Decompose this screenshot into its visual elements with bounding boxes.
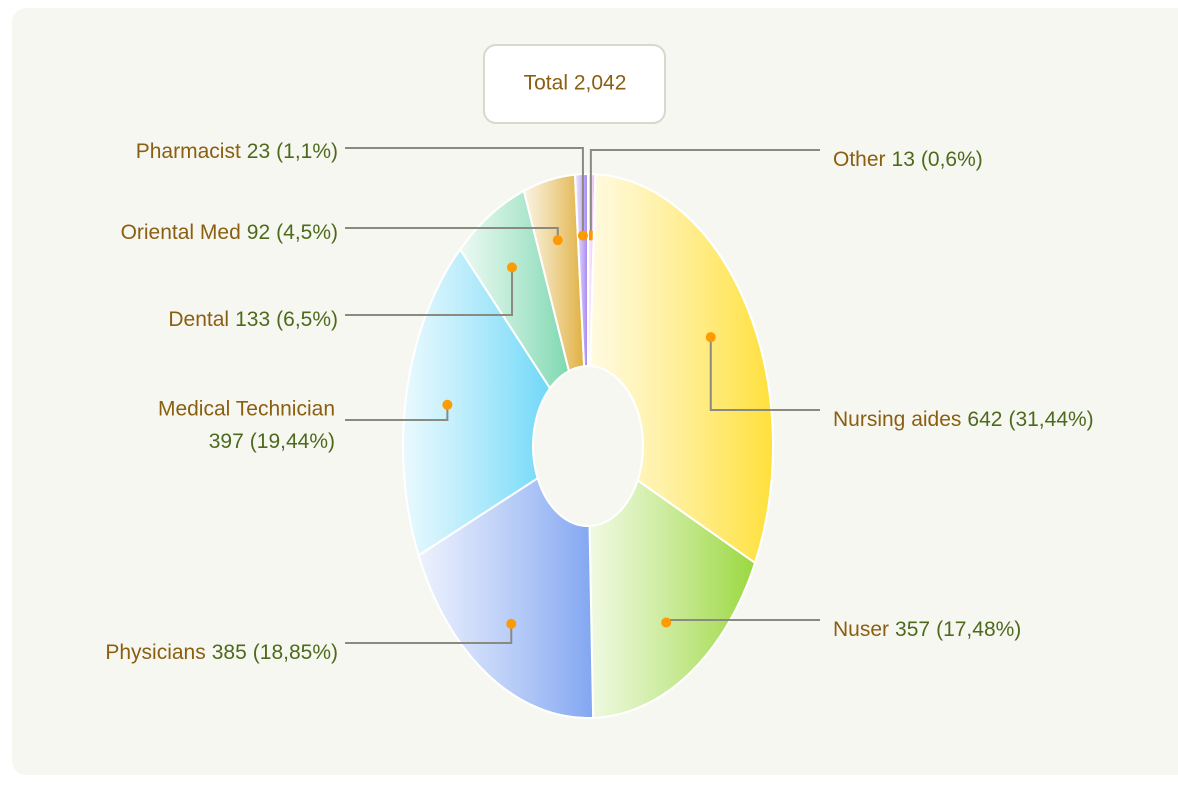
- value: 357: [895, 618, 930, 641]
- data-label: Pharmacist 23 (1,1%): [136, 140, 338, 163]
- category: Oriental Med: [121, 221, 241, 244]
- data-label: Other 13 (0,6%): [833, 148, 983, 171]
- category: Pharmacist: [136, 140, 241, 163]
- dot: [705, 332, 716, 343]
- data-label: 397 (19,44%): [209, 430, 335, 453]
- category: Other: [833, 148, 886, 171]
- percent: (19,44%): [250, 430, 335, 453]
- category: Dental: [168, 308, 229, 331]
- data-label: Nursing aides 642 (31,44%): [833, 408, 1094, 431]
- slice: [588, 478, 757, 719]
- value: 397: [209, 430, 244, 453]
- category: Physicians: [105, 641, 205, 664]
- total-box: [483, 44, 666, 124]
- leader-line: [345, 404, 449, 421]
- leader-line: [345, 147, 584, 236]
- percent: (17,48%): [936, 618, 1021, 641]
- slice: [417, 476, 595, 719]
- slice: [589, 173, 774, 565]
- total-label: Total 2,042: [524, 72, 627, 95]
- data-label: Physicians 385 (18,85%): [105, 641, 338, 664]
- value: 92: [247, 221, 270, 244]
- value: 13: [892, 148, 915, 171]
- dot: [442, 399, 453, 410]
- dot: [507, 262, 518, 273]
- data-label: Oriental Med 92 (4,5%): [121, 221, 338, 244]
- value: 23: [247, 140, 270, 163]
- data-label: Dental 133 (6,5%): [168, 308, 338, 331]
- percent: (1,1%): [276, 140, 338, 163]
- leader-line: [345, 267, 514, 316]
- data-label: Nuser 357 (17,48%): [833, 618, 1021, 641]
- leader-line: [709, 337, 820, 411]
- slice: [573, 172, 589, 368]
- category: Nuser: [833, 618, 889, 641]
- dot: [661, 617, 672, 628]
- slice: [402, 247, 552, 557]
- leader-line: [589, 149, 820, 236]
- dot: [552, 235, 563, 246]
- dot: [506, 618, 517, 629]
- percent: (18,85%): [253, 641, 338, 664]
- leader-line: [345, 623, 513, 644]
- value: 385: [212, 641, 247, 664]
- value: 642: [967, 408, 1002, 431]
- panel: [12, 8, 1178, 775]
- dot: [577, 230, 588, 241]
- percent: (0,6%): [921, 148, 983, 171]
- category: Nursing aides: [833, 408, 961, 431]
- percent: (4,5%): [276, 221, 338, 244]
- percent: (31,44%): [1008, 408, 1093, 431]
- data-label: Medical Technician: [158, 398, 335, 421]
- value: 133: [235, 308, 270, 331]
- percent: (6,5%): [276, 308, 338, 331]
